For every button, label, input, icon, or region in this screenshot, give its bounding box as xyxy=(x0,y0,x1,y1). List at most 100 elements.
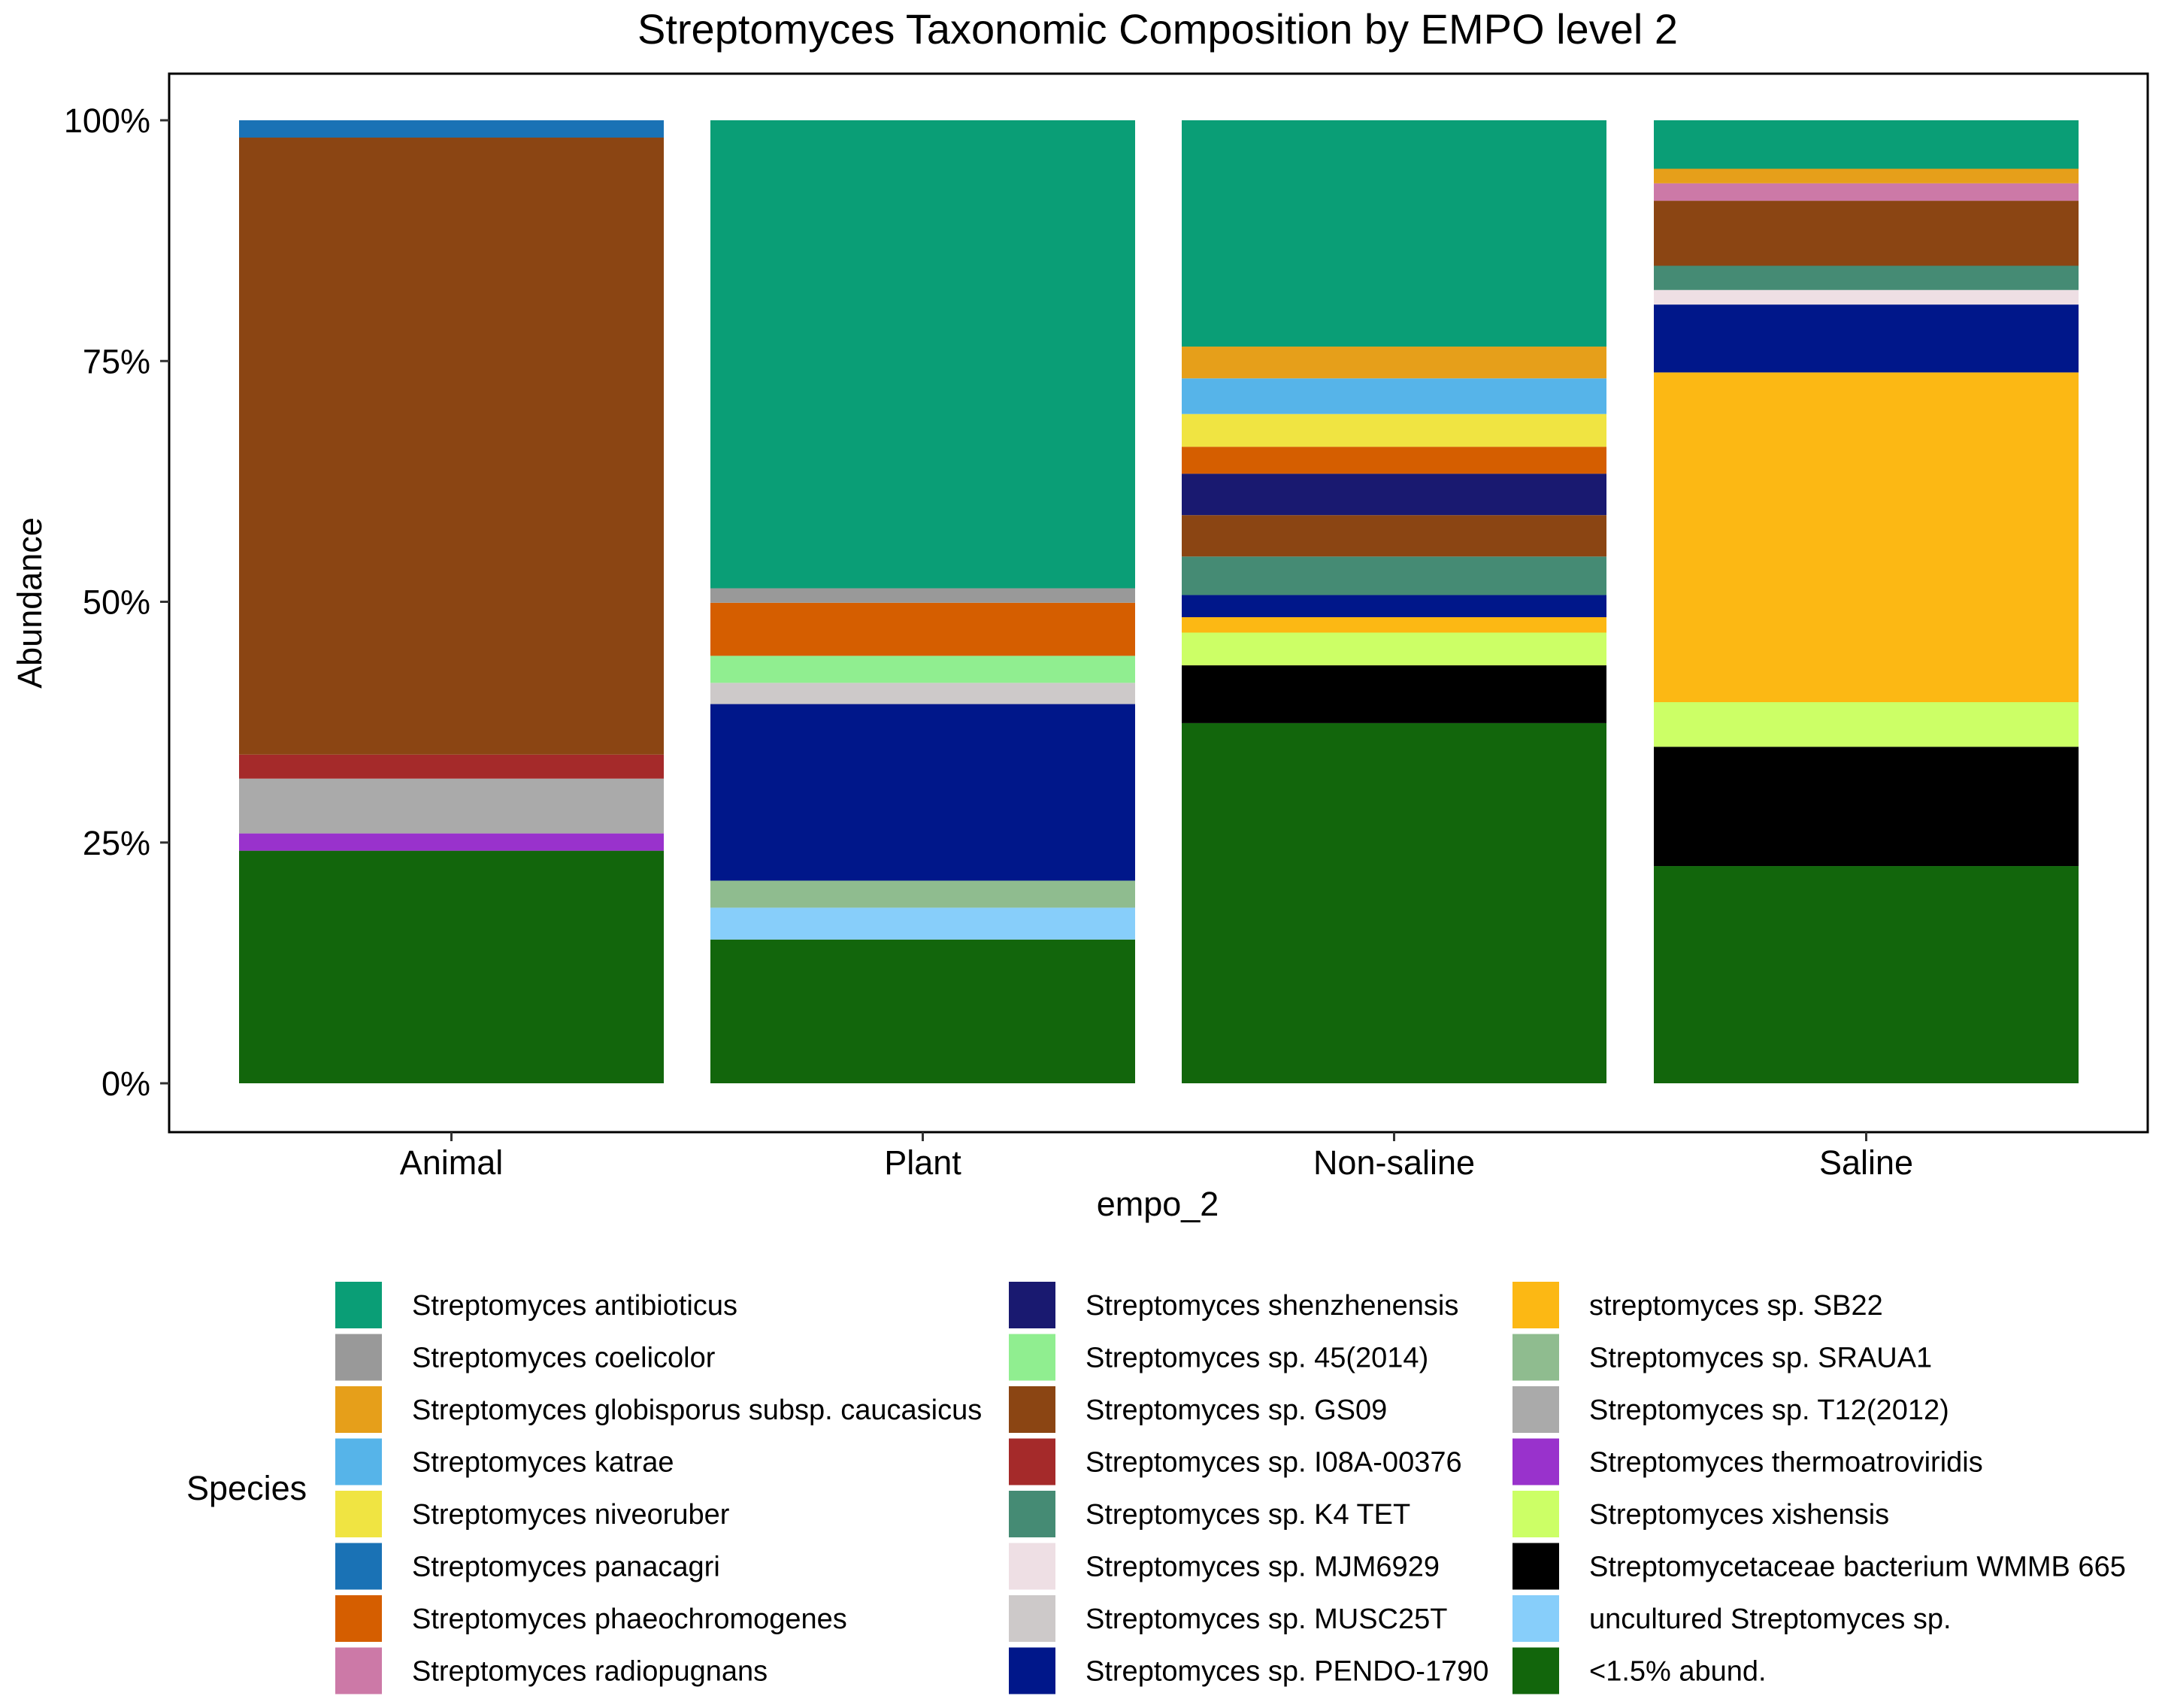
legend-key-streptomyces-katrae xyxy=(335,1438,382,1485)
bar-segment-non-saline-streptomyces-sp-pendo-1790 xyxy=(1182,595,1606,617)
bar-segment-plant-streptomyces-phaeochromogenes xyxy=(710,602,1135,656)
bar-segment-plant-1-5-abund xyxy=(710,939,1135,1083)
bar-segment-non-saline-streptomyces-sp-gs09 xyxy=(1182,515,1606,557)
legend-key-streptomyces-phaeochromogenes xyxy=(335,1595,382,1642)
legend-label-streptomyces-sp-musc25t: Streptomyces sp. MUSC25T xyxy=(1086,1604,1447,1635)
bar-segment-saline-streptomyces-globisporus-subsp-caucasicus xyxy=(1654,168,2079,183)
legend-key-1-5-abund xyxy=(1512,1647,1559,1694)
y-axis: 0% 25% 50% 75% 100% xyxy=(64,101,169,1103)
bar-segment-non-saline-streptomyces-shenzhenensis xyxy=(1182,474,1606,516)
legend-key-uncultured-streptomyces-sp xyxy=(1512,1595,1559,1642)
legend-label-streptomyces-sp-45-2014: Streptomyces sp. 45(2014) xyxy=(1086,1343,1428,1374)
legend-label-streptomyces-coelicolor: Streptomyces coelicolor xyxy=(412,1343,716,1374)
legend-title: Species xyxy=(186,1469,307,1507)
bar-segment-non-saline-streptomyces-katrae xyxy=(1182,378,1606,414)
legend-label-streptomyces-radiopugnans: Streptomyces radiopugnans xyxy=(412,1656,768,1688)
bar-segment-saline-streptomyces-antibioticus xyxy=(1654,120,2079,169)
legend-label-uncultured-streptomyces-sp: uncultured Streptomyces sp. xyxy=(1589,1604,1952,1635)
legend-key-streptomyces-sp-i08a-00376 xyxy=(1009,1438,1055,1485)
legend-key-streptomyces-sp-musc25t xyxy=(1009,1595,1055,1642)
x-tick-label-animal: Animal xyxy=(400,1143,504,1182)
bar-segment-animal-streptomyces-sp-gs09 xyxy=(239,138,664,755)
legend-key-streptomyces-niveoruber xyxy=(335,1491,382,1537)
legend-key-streptomyces-sp-gs09 xyxy=(1009,1386,1055,1433)
legend-label-streptomyces-globisporus-subsp-caucasicus: Streptomyces globisporus subsp. caucasic… xyxy=(412,1395,982,1426)
bar-segment-non-saline-1-5-abund xyxy=(1182,722,1606,1083)
bar-segment-plant-uncultured-streptomyces-sp xyxy=(710,907,1135,940)
bar-segment-plant-streptomyces-sp-45-2014 xyxy=(710,656,1135,683)
bar-segment-animal-streptomyces-sp-t12-2012 xyxy=(239,778,664,834)
y-axis-title: Abundance xyxy=(11,517,49,689)
legend-label-streptomyces-shenzhenensis: Streptomyces shenzhenensis xyxy=(1086,1290,1458,1322)
legend-label-1-5-abund: <1.5% abund. xyxy=(1589,1656,1767,1688)
bar-segment-saline-streptomyces-sp-sb22 xyxy=(1654,372,2079,703)
y-tick-label: 50% xyxy=(83,583,150,622)
legend-label-streptomyces-sp-k4-tet: Streptomyces sp. K4 TET xyxy=(1086,1499,1410,1531)
legend-label-streptomyces-sp-i08a-00376: Streptomyces sp. I08A-00376 xyxy=(1086,1447,1462,1479)
bar-segment-non-saline-streptomyces-sp-sb22 xyxy=(1182,616,1606,633)
legend-key-streptomyces-panacagri xyxy=(335,1543,382,1590)
legend-key-streptomyces-globisporus-subsp-caucasicus xyxy=(335,1386,382,1433)
legend-label-streptomyces-sp-mjm6929: Streptomyces sp. MJM6929 xyxy=(1086,1552,1440,1583)
bar-segment-plant-streptomyces-sp-musc25t xyxy=(710,683,1135,704)
bar-segment-non-saline-streptomyces-globisporus-subsp-caucasicus xyxy=(1182,347,1606,379)
legend-key-streptomyces-sp-pendo-1790 xyxy=(1009,1647,1055,1694)
x-axis-title: empo_2 xyxy=(1097,1185,1219,1223)
legend-key-streptomyces-sp-t12-2012 xyxy=(1512,1386,1559,1433)
bar-segment-saline-streptomycetaceae-bacterium-wmmb-665 xyxy=(1654,746,2079,867)
legend-key-streptomyces-sp-mjm6929 xyxy=(1009,1543,1055,1590)
legend: Species Streptomyces antibioticus Strepto… xyxy=(186,1282,2126,1694)
bar-segment-saline-streptomyces-radiopugnans xyxy=(1654,183,2079,201)
bar-segment-saline-streptomyces-xishensis xyxy=(1654,702,2079,747)
y-tick-label: 25% xyxy=(83,824,150,862)
legend-key-streptomyces-thermoatroviridis xyxy=(1512,1438,1559,1485)
y-tick-label: 75% xyxy=(83,342,150,380)
y-tick-label: 100% xyxy=(64,101,150,140)
legend-key-streptomyces-sp-sb22 xyxy=(1512,1282,1559,1328)
legend-label-streptomyces-sp-sraua1: Streptomyces sp. SRAUA1 xyxy=(1589,1343,1932,1374)
legend-label-streptomyces-sp-sb22: streptomyces sp. SB22 xyxy=(1589,1290,1883,1322)
bar-segment-animal-streptomyces-thermoatroviridis xyxy=(239,833,664,851)
bar-segment-non-saline-streptomyces-phaeochromogenes xyxy=(1182,447,1606,474)
bar-segment-animal-streptomyces-sp-i08a-00376 xyxy=(239,754,664,779)
bar-segment-saline-streptomyces-sp-k4-tet xyxy=(1654,265,2079,290)
bar-segment-non-saline-streptomycetaceae-bacterium-wmmb-665 xyxy=(1182,665,1606,723)
legend-label-streptomyces-phaeochromogenes: Streptomyces phaeochromogenes xyxy=(412,1604,847,1635)
legend-key-streptomyces-antibioticus xyxy=(335,1282,382,1328)
legend-key-streptomyces-xishensis xyxy=(1512,1491,1559,1537)
bar-segment-plant-streptomyces-sp-sraua1 xyxy=(710,880,1135,908)
legend-key-streptomyces-sp-45-2014 xyxy=(1009,1334,1055,1381)
legend-key-streptomycetaceae-bacterium-wmmb-665 xyxy=(1512,1543,1559,1590)
legend-label-streptomyces-antibioticus: Streptomyces antibioticus xyxy=(412,1290,737,1322)
bar-segment-plant-streptomyces-coelicolor xyxy=(710,588,1135,603)
x-axis: Animal Plant Non-saline Saline xyxy=(400,1132,1913,1182)
bar-segment-saline-1-5-abund xyxy=(1654,866,2079,1083)
legend-label-streptomyces-panacagri: Streptomyces panacagri xyxy=(412,1552,720,1583)
legend-key-streptomyces-radiopugnans xyxy=(335,1647,382,1694)
legend-label-streptomyces-thermoatroviridis: Streptomyces thermoatroviridis xyxy=(1589,1447,1983,1479)
legend-label-streptomycetaceae-bacterium-wmmb-665: Streptomycetaceae bacterium WMMB 665 xyxy=(1589,1552,2126,1583)
bar-segment-non-saline-streptomyces-sp-k4-tet xyxy=(1182,556,1606,595)
legend-label-streptomyces-xishensis: Streptomyces xishensis xyxy=(1589,1499,1889,1531)
x-tick-label-plant: Plant xyxy=(884,1143,961,1182)
x-tick-label-non-saline: Non-saline xyxy=(1313,1143,1475,1182)
chart-title: Streptomyces Taxonomic Composition by EM… xyxy=(637,5,1678,53)
legend-key-streptomyces-coelicolor xyxy=(335,1334,382,1381)
legend-key-streptomyces-sp-k4-tet xyxy=(1009,1491,1055,1537)
bar-segment-animal-1-5-abund xyxy=(239,850,664,1083)
bar-segment-plant-streptomyces-antibioticus xyxy=(710,120,1135,589)
legend-label-streptomyces-niveoruber: Streptomyces niveoruber xyxy=(412,1499,730,1531)
bar-segment-non-saline-streptomyces-xishensis xyxy=(1182,632,1606,666)
bar-segment-non-saline-streptomyces-niveoruber xyxy=(1182,413,1606,447)
bar-segment-animal-streptomyces-panacagri xyxy=(239,120,664,138)
bar-segment-saline-streptomyces-sp-pendo-1790 xyxy=(1654,304,2079,373)
bar-segment-plant-streptomyces-sp-pendo-1790 xyxy=(710,704,1135,881)
legend-label-streptomyces-sp-gs09: Streptomyces sp. GS09 xyxy=(1086,1395,1387,1426)
x-tick-label-saline: Saline xyxy=(1819,1143,1913,1182)
y-tick-label: 0% xyxy=(101,1064,150,1103)
bar-segment-non-saline-streptomyces-antibioticus xyxy=(1182,120,1606,347)
legend-label-streptomyces-sp-pendo-1790: Streptomyces sp. PENDO-1790 xyxy=(1086,1656,1488,1688)
legend-label-streptomyces-katrae: Streptomyces katrae xyxy=(412,1447,674,1479)
bar-segment-saline-streptomyces-sp-mjm6929 xyxy=(1654,289,2079,305)
legend-label-streptomyces-sp-t12-2012: Streptomyces sp. T12(2012) xyxy=(1589,1395,1949,1426)
